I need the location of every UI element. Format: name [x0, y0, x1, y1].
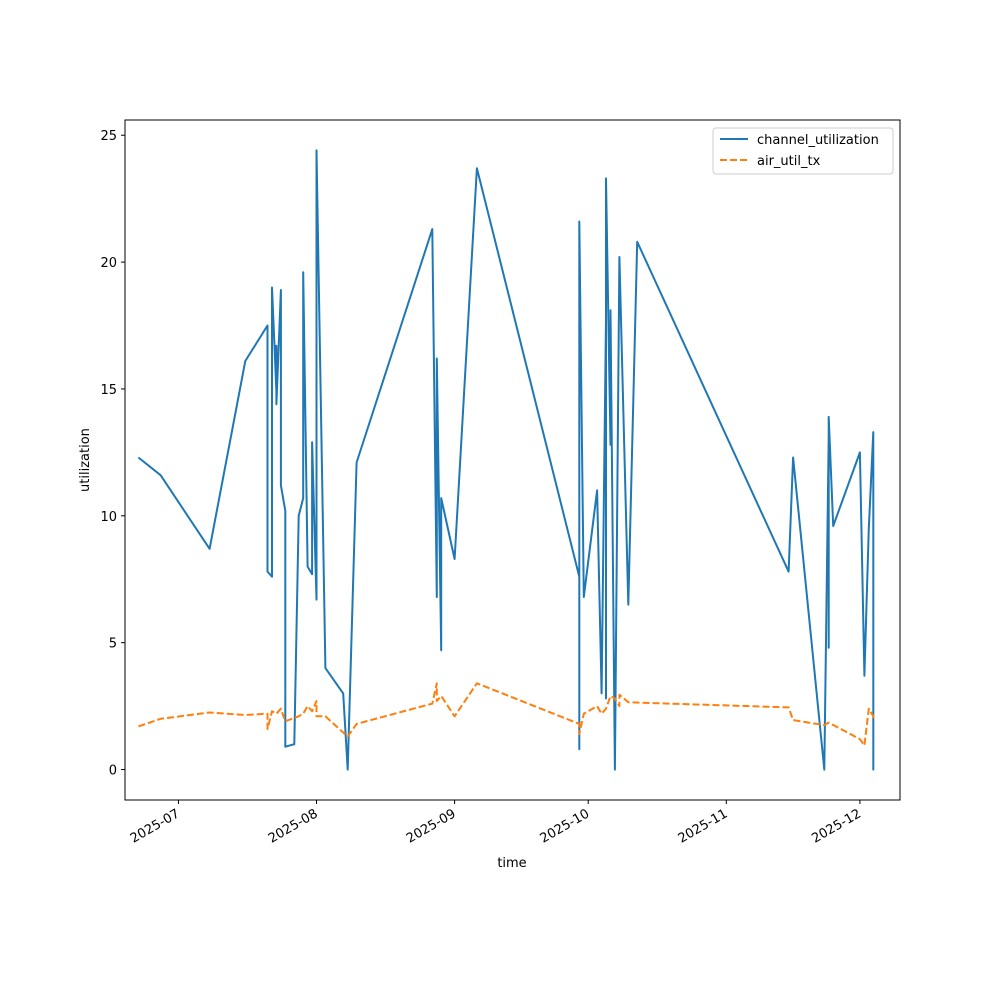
y-axis-label: utilization — [78, 428, 93, 492]
legend: channel_utilization air_util_tx — [712, 127, 894, 175]
series-line-air-util-tx — [138, 682, 875, 747]
x-axis: 2025-07 2025-08 2025-09 2025-10 2025-11 2025-… — [128, 800, 864, 847]
legend-label-air-util-tx: air_util_tx — [757, 154, 821, 169]
x-axis-label: time — [497, 856, 526, 871]
y-tick-label: 25 — [100, 129, 117, 144]
plot-frame — [124, 119, 901, 801]
x-tick-label: 2025-08 — [266, 806, 321, 846]
x-tick-label: 2025-09 — [404, 806, 459, 846]
series-line-channel-utilization — [137, 149, 875, 771]
legend-label-channel-utilization: channel_utilization — [757, 133, 879, 148]
x-tick-label: 2025-12 — [809, 806, 864, 846]
y-tick-label: 5 — [109, 637, 117, 652]
y-tick-label: 15 — [100, 383, 117, 398]
plot-area — [124, 119, 901, 801]
y-tick-label: 10 — [100, 510, 117, 525]
legend-box — [712, 127, 894, 175]
x-tick-label: 2025-11 — [676, 806, 731, 846]
x-tick-label: 2025-07 — [128, 806, 183, 846]
x-tick-label: 2025-10 — [538, 806, 593, 846]
y-tick-label: 20 — [100, 256, 117, 271]
y-tick-label: 0 — [109, 764, 117, 779]
series-layer — [137, 149, 875, 771]
y-axis: 0 5 10 15 20 25 — [100, 129, 125, 779]
